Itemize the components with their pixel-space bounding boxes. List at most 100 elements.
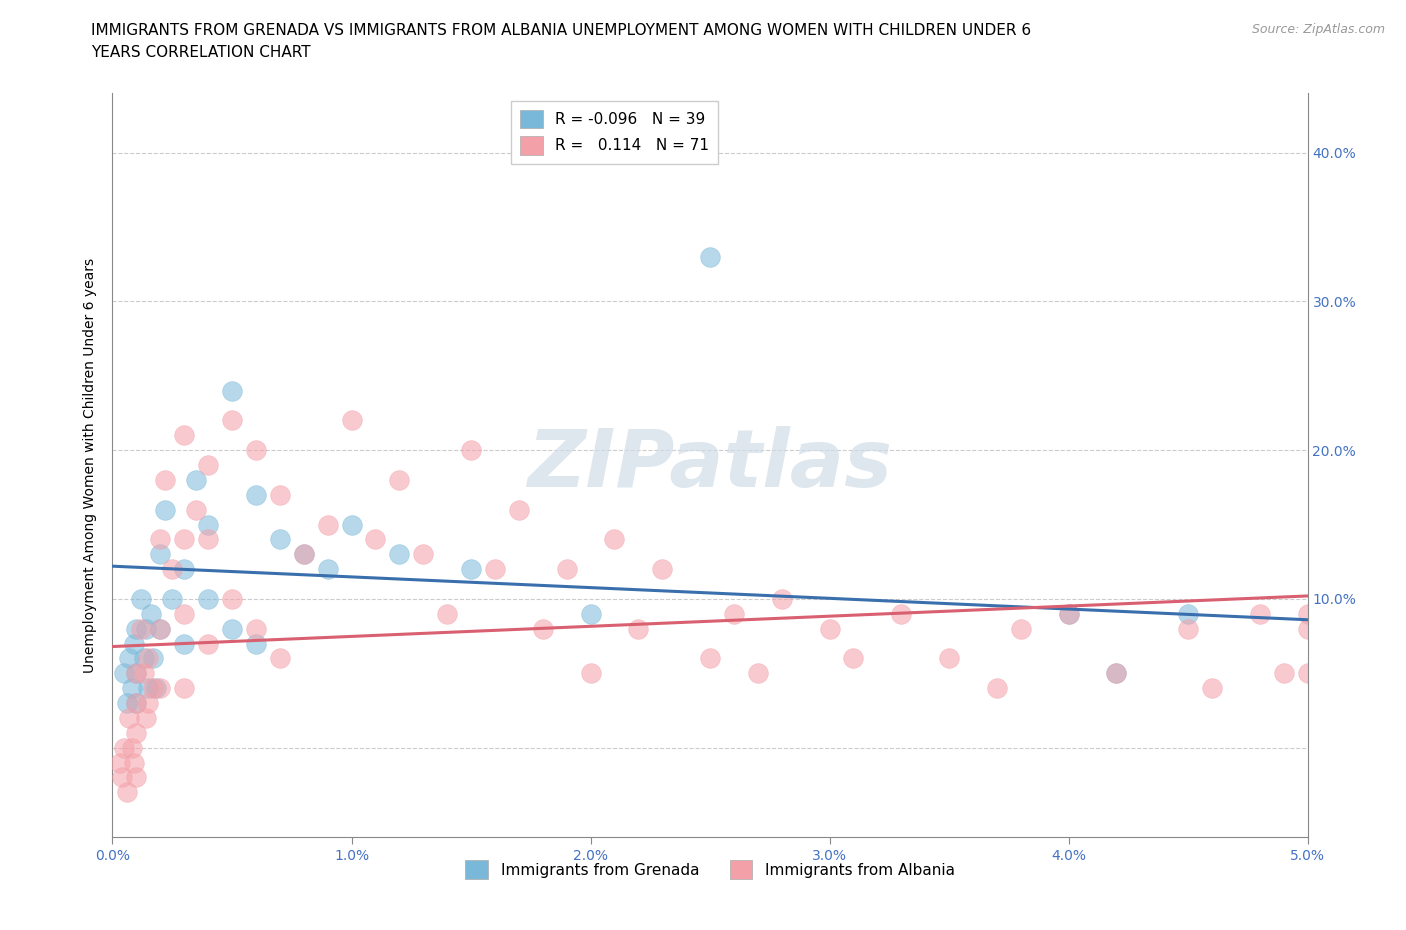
Point	[651, 562, 673, 577]
Point	[125, 696, 148, 711]
Point	[603, 532, 626, 547]
Point	[115, 696, 138, 711]
Point	[142, 651, 165, 666]
Point	[142, 681, 165, 696]
Point	[1177, 621, 1199, 636]
Point	[122, 755, 145, 770]
Point	[245, 621, 267, 636]
Point	[173, 428, 195, 443]
Point	[197, 591, 219, 606]
Point	[460, 562, 482, 577]
Point	[125, 770, 148, 785]
Point	[316, 562, 339, 577]
Point	[221, 621, 243, 636]
Point	[818, 621, 841, 636]
Point	[316, 517, 339, 532]
Point	[269, 487, 291, 502]
Point	[1057, 606, 1080, 621]
Point	[145, 681, 167, 696]
Point	[197, 532, 219, 547]
Point	[986, 681, 1008, 696]
Point	[173, 606, 195, 621]
Point	[1296, 606, 1319, 621]
Point	[149, 681, 172, 696]
Point	[121, 681, 143, 696]
Point	[245, 487, 267, 502]
Point	[1296, 621, 1319, 636]
Point	[890, 606, 912, 621]
Point	[149, 547, 172, 562]
Point	[842, 651, 865, 666]
Point	[340, 517, 363, 532]
Point	[436, 606, 458, 621]
Point	[125, 725, 148, 740]
Y-axis label: Unemployment Among Women with Children Under 6 years: Unemployment Among Women with Children U…	[83, 258, 97, 672]
Point	[125, 666, 148, 681]
Point	[162, 591, 183, 606]
Point	[138, 696, 160, 711]
Point	[125, 696, 148, 711]
Point	[770, 591, 793, 606]
Point	[115, 785, 138, 800]
Point	[173, 562, 195, 577]
Point	[484, 562, 506, 577]
Point	[173, 532, 195, 547]
Legend: Immigrants from Grenada, Immigrants from Albania: Immigrants from Grenada, Immigrants from…	[460, 855, 960, 885]
Point	[245, 443, 267, 458]
Point	[114, 740, 135, 755]
Point	[699, 651, 721, 666]
Point	[412, 547, 434, 562]
Point	[186, 502, 208, 517]
Point	[132, 651, 155, 666]
Point	[173, 681, 195, 696]
Point	[364, 532, 387, 547]
Text: ZIPatlas: ZIPatlas	[527, 426, 893, 504]
Point	[138, 651, 160, 666]
Point	[135, 711, 157, 725]
Point	[197, 458, 219, 472]
Point	[1201, 681, 1223, 696]
Point	[579, 666, 602, 681]
Point	[135, 621, 157, 636]
Point	[1105, 666, 1128, 681]
Point	[186, 472, 208, 487]
Point	[245, 636, 267, 651]
Point	[627, 621, 650, 636]
Point	[699, 249, 721, 264]
Point	[1296, 666, 1319, 681]
Point	[292, 547, 315, 562]
Point	[197, 636, 219, 651]
Point	[1272, 666, 1295, 681]
Point	[129, 591, 152, 606]
Point	[388, 547, 411, 562]
Point	[173, 636, 195, 651]
Point	[153, 472, 176, 487]
Point	[723, 606, 745, 621]
Point	[340, 413, 363, 428]
Point	[118, 711, 141, 725]
Point	[1057, 606, 1080, 621]
Point	[1177, 606, 1199, 621]
Point	[938, 651, 960, 666]
Point	[108, 755, 131, 770]
Point	[388, 472, 411, 487]
Point	[149, 621, 172, 636]
Point	[125, 666, 148, 681]
Point	[149, 621, 172, 636]
Point	[129, 621, 152, 636]
Point	[118, 651, 141, 666]
Point	[138, 681, 160, 696]
Text: IMMIGRANTS FROM GRENADA VS IMMIGRANTS FROM ALBANIA UNEMPLOYMENT AMONG WOMEN WITH: IMMIGRANTS FROM GRENADA VS IMMIGRANTS FR…	[91, 23, 1032, 38]
Point	[1105, 666, 1128, 681]
Point	[139, 606, 162, 621]
Point	[292, 547, 315, 562]
Point	[579, 606, 602, 621]
Point	[162, 562, 183, 577]
Point	[460, 443, 482, 458]
Point	[132, 666, 155, 681]
Point	[153, 502, 176, 517]
Point	[747, 666, 769, 681]
Point	[121, 740, 143, 755]
Point	[114, 666, 135, 681]
Point	[111, 770, 134, 785]
